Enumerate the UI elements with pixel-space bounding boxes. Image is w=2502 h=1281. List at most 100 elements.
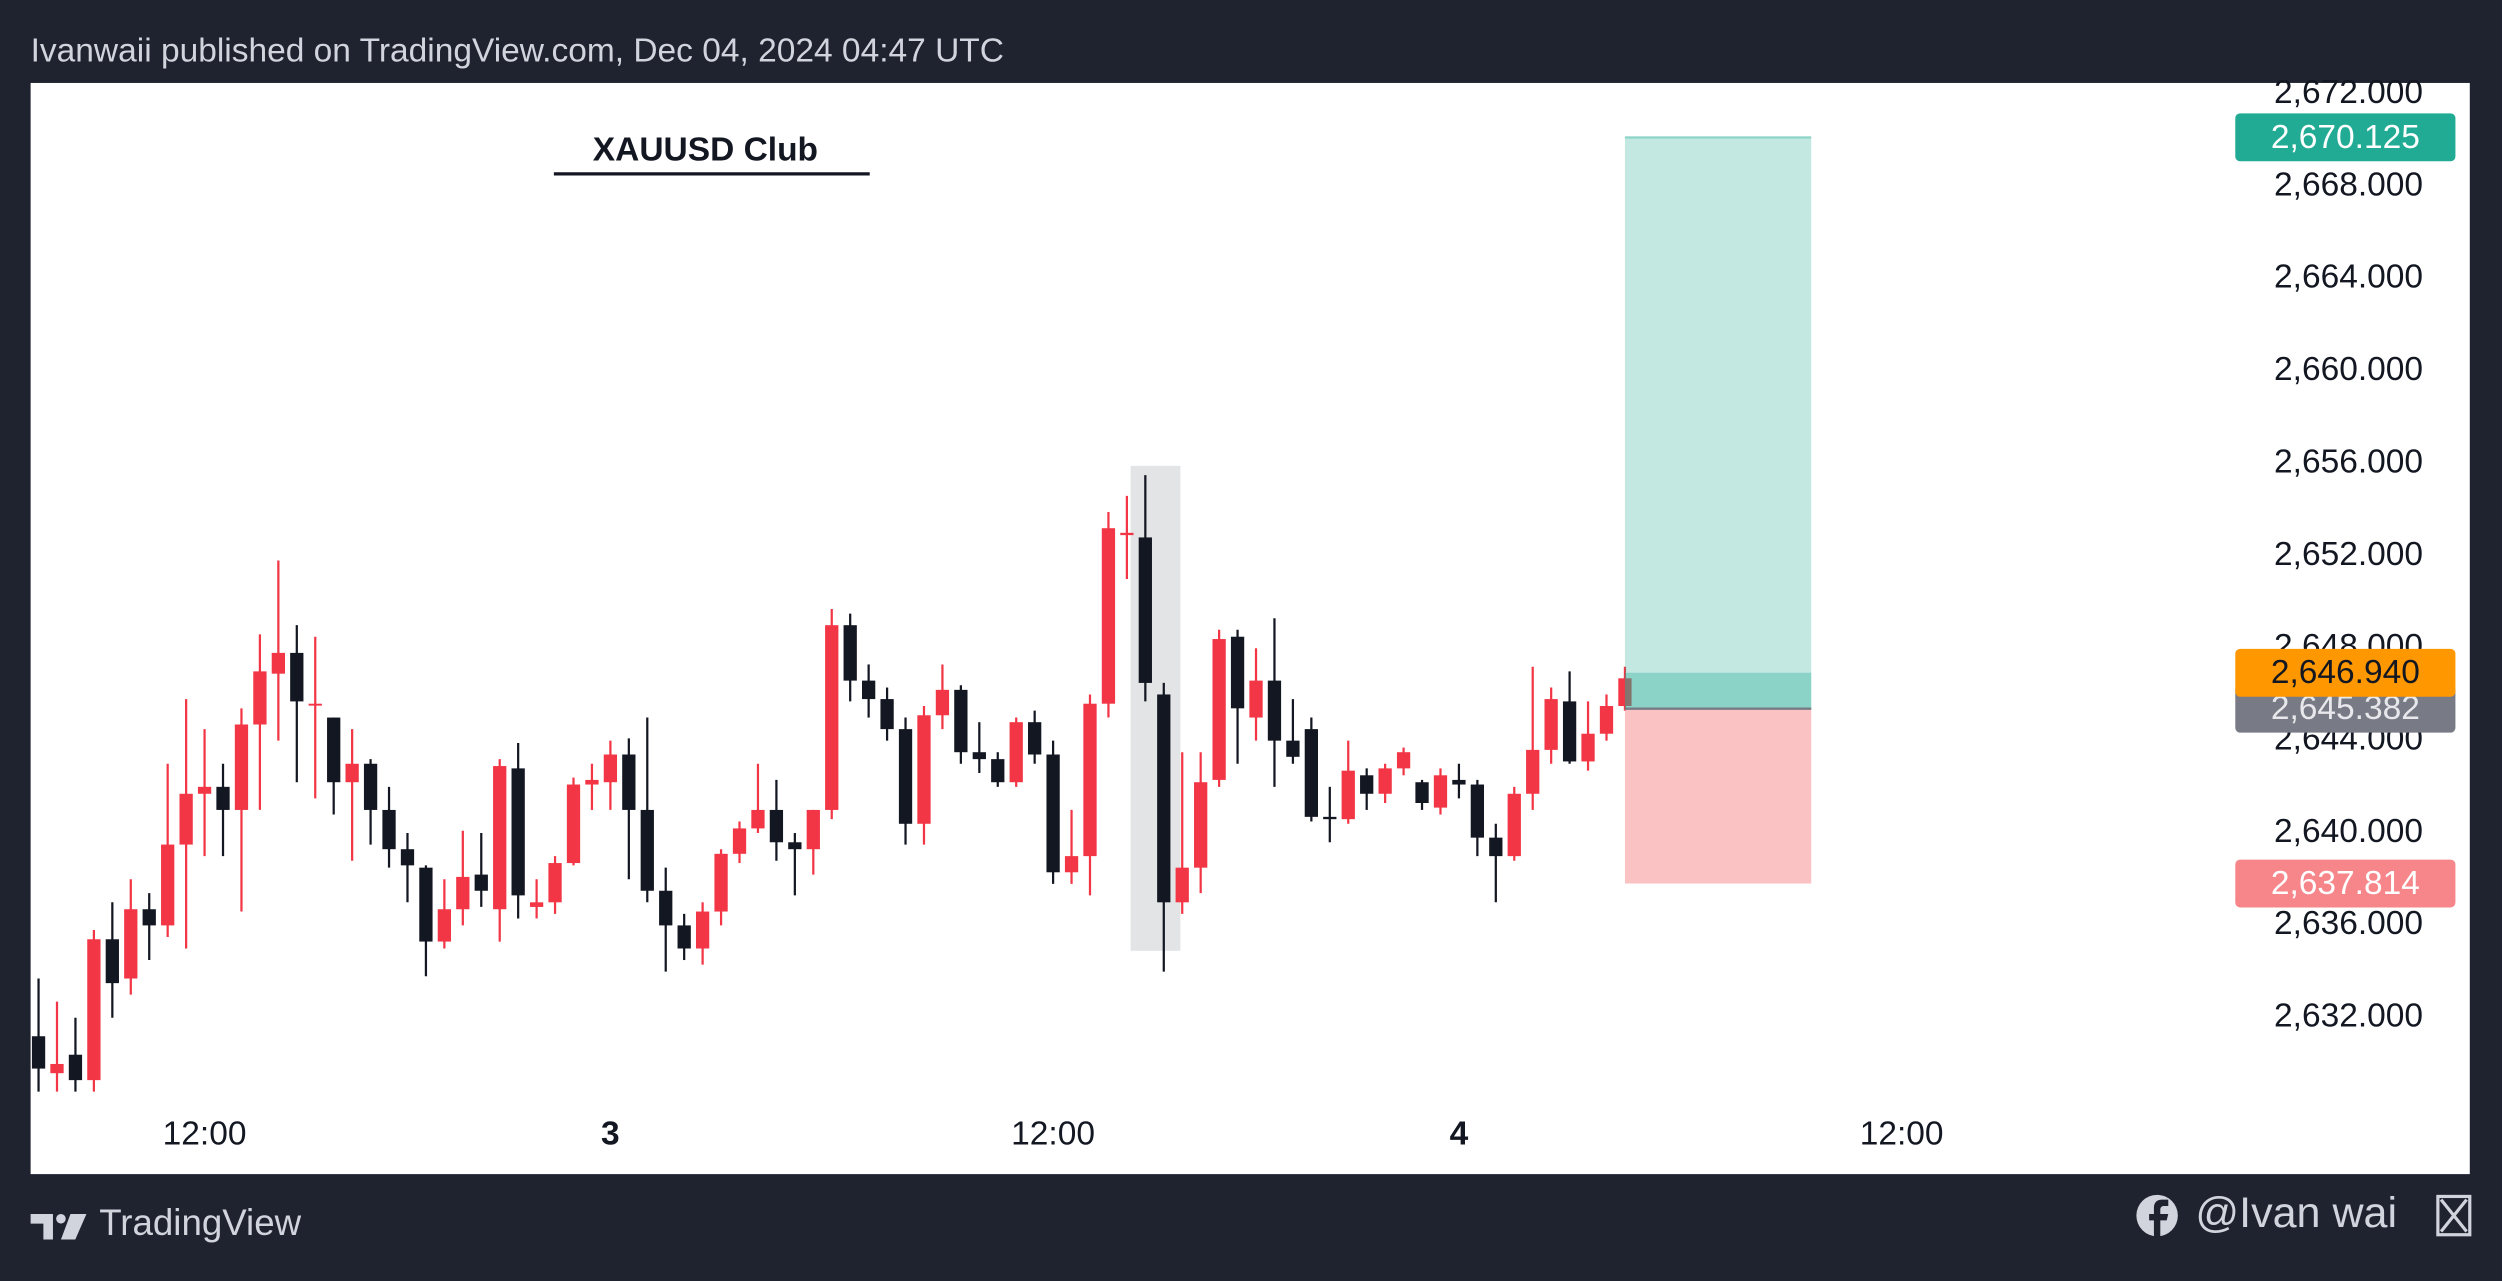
candle-body [124,909,138,979]
candle-body [1378,768,1392,794]
candle-body [179,793,193,845]
price-badge [2235,648,2456,697]
candle-body [640,809,654,891]
y-tick-label: 2,656.000 [2274,443,2423,480]
candle-body [825,625,839,810]
y-tick-label: 2,632.000 [2274,998,2423,1035]
candle-body [1157,694,1171,903]
candle-body [935,689,950,716]
candle-body [529,902,544,907]
candle-body [1618,678,1632,707]
candle-body [1194,782,1208,868]
candle-body [345,763,359,783]
candle-body [68,1054,83,1081]
candle-body [1046,754,1060,873]
tv-logo [30,1213,87,1240]
candle-body [843,625,857,681]
candle-body [1341,770,1355,820]
candle-body [1544,699,1558,750]
y-tick-label: 2,640.000 [2274,813,2423,850]
open-profit [1624,672,1812,709]
candle-body [1009,722,1023,783]
candle-body [234,724,249,810]
candle-body [50,1063,64,1074]
candle-body [1028,722,1042,755]
price-badge-label: 2,646.940 [2271,654,2420,691]
candle-body [308,703,322,706]
candle-body [806,809,820,850]
profit-zone [1624,137,1812,709]
candle-body [1064,856,1079,873]
candle-body [1360,775,1374,794]
price-badge-label: 2,670.125 [2271,119,2420,156]
candle-body [87,939,101,1081]
y-tick-label: 2,636.000 [2274,905,2423,942]
candle-body [677,925,691,949]
y-tick-label: 2,652.000 [2274,536,2423,573]
y-tick-label: 2,672.000 [2274,74,2423,111]
candle-body [1120,532,1134,536]
candle-body [1101,528,1116,704]
candle-body [861,680,876,700]
annotation: XAUUSD Club [593,131,818,168]
candle-body [1396,752,1411,769]
candle-body [566,784,581,864]
candle-body [400,849,415,866]
candle-body [954,689,968,753]
candle-body [327,717,341,783]
x-tick-label: 3 [601,1116,620,1153]
y-tick-label: 2,660.000 [2274,351,2423,388]
candle-body [1489,837,1503,857]
candle-body [732,828,747,854]
candle-body [363,763,378,810]
candle-body [548,863,562,903]
candle-body [585,779,599,785]
candle-body [1175,867,1189,903]
candle-body [917,715,931,824]
candle-body [493,766,507,910]
plot: 2,632.0002,636.0002,640.0002,644.0002,64… [31,74,2456,1153]
candle-body [1249,680,1263,718]
price-badge [2235,859,2456,908]
highlight-box [1130,465,1181,951]
candle-body [1526,749,1540,794]
candle-body [898,729,913,824]
candle-body [880,699,894,730]
plot-area [30,82,2470,1175]
footer-author: @Ivan wai [2195,1189,2397,1237]
candle-body [216,786,230,810]
candle-body [1267,680,1282,741]
header: Ivanwaii published on TradingView.com, D… [31,32,1004,69]
footer-brand: TradingView [99,1202,301,1243]
candle-body [1507,793,1521,857]
candle-body [1212,639,1226,780]
candle-body [659,890,673,926]
candle-body [695,911,710,949]
candle-body [1581,733,1595,762]
candle-body [1286,740,1300,757]
candle-body [31,1036,46,1069]
candle-body [253,671,267,725]
candle-body [1599,706,1614,734]
x-tick-label: 12:00 [1860,1116,1944,1153]
candle-body [419,867,433,942]
candle-body [105,939,119,984]
candle-body [161,844,175,926]
x-tick-label: 4 [1450,1116,1469,1153]
candle-body [1415,782,1429,804]
candle-body [1433,775,1448,808]
x-icon [2436,1194,2472,1237]
candle-body [991,759,1005,783]
candle-body [1230,636,1245,709]
candle-body [1323,816,1337,820]
candle-body [788,842,802,850]
candle-body [769,809,784,843]
x-tick-label: 12:00 [1011,1116,1095,1153]
candle-body [1562,701,1577,762]
y-tick-label: 2,664.000 [2274,259,2423,296]
candle-body [382,809,396,850]
candle-body [622,754,636,810]
candle-body [271,652,285,674]
candle-body [474,874,488,891]
y-tick-label: 2,668.000 [2274,166,2423,203]
